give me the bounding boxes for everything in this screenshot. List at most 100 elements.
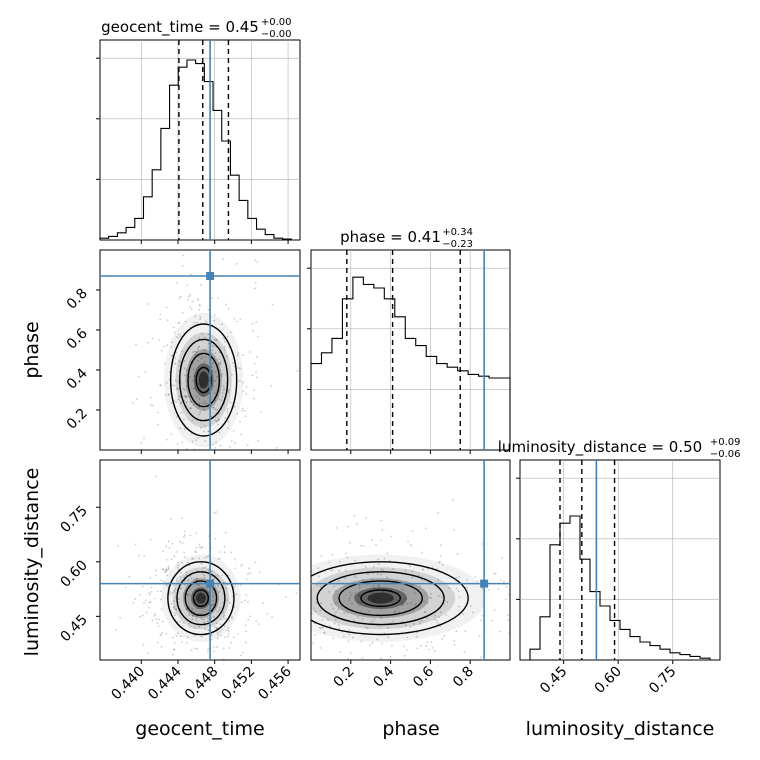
sample-point (431, 566, 434, 568)
sample-point (218, 362, 221, 365)
sample-point (233, 317, 236, 320)
sample-point (197, 355, 200, 358)
sample-point (215, 627, 218, 629)
sample-point (334, 618, 337, 621)
sample-point (402, 603, 404, 606)
sample-point (221, 323, 223, 326)
sample-point (173, 362, 176, 365)
sample-point (227, 633, 230, 635)
sample-point (218, 660, 220, 662)
sample-point (177, 381, 180, 383)
sample-point (195, 389, 198, 392)
sample-point (352, 688, 354, 690)
sample-point (184, 320, 187, 323)
sample-point (119, 616, 122, 619)
sample-point (405, 680, 407, 682)
sample-point (425, 645, 428, 648)
sample-point (175, 551, 178, 553)
sample-point (312, 642, 314, 644)
sample-point (216, 419, 219, 422)
sample-point (180, 561, 183, 564)
sample-point (441, 595, 444, 598)
sample-point (200, 546, 203, 549)
sample-point (433, 650, 436, 652)
sample-point (203, 430, 205, 433)
sample-point (458, 576, 460, 578)
sample-point (426, 601, 429, 604)
sample-point (251, 374, 254, 377)
sample-point (224, 531, 227, 534)
sample-point (224, 417, 227, 419)
sample-point (181, 542, 184, 545)
sample-point (194, 388, 196, 390)
sample-point (198, 612, 200, 615)
sample-point (167, 567, 170, 570)
sample-point (325, 674, 327, 676)
sample-point (176, 387, 179, 390)
sample-point (203, 621, 206, 624)
sample-point (203, 336, 206, 339)
sample-point (249, 572, 252, 575)
title-upper-error: +0.34 (442, 227, 473, 238)
sample-point (380, 568, 383, 571)
sample-point (335, 527, 338, 529)
sample-point (256, 355, 258, 358)
sample-point (212, 345, 215, 348)
sample-point (179, 620, 182, 623)
sample-point (193, 448, 196, 450)
sample-point (219, 362, 222, 365)
sample-point (420, 579, 423, 581)
sample-point (353, 595, 356, 598)
sample-point (360, 544, 363, 547)
sample-point (373, 618, 375, 621)
sample-point (137, 375, 140, 378)
sample-point (191, 558, 193, 560)
sample-point (199, 448, 202, 450)
sample-point (317, 567, 320, 570)
sample-point (203, 408, 206, 411)
sample-point (508, 631, 510, 634)
sample-point (220, 662, 222, 664)
sample-point (440, 611, 442, 614)
sample-point (160, 590, 163, 593)
sample-point (161, 631, 163, 634)
sample-point (214, 339, 217, 342)
sample-point (311, 612, 313, 615)
sample-point (391, 644, 393, 647)
sample-point (170, 602, 173, 605)
sample-point (139, 615, 142, 618)
sample-point (367, 573, 370, 575)
sample-point (227, 427, 230, 430)
sample-point (222, 658, 225, 660)
sample-point (230, 373, 233, 376)
sample-point (507, 614, 510, 617)
sample-point (170, 354, 173, 357)
sample-point (259, 411, 262, 414)
sample-point (410, 602, 412, 605)
density-level (367, 592, 394, 604)
sample-point (166, 574, 168, 577)
sample-point (207, 343, 210, 345)
sample-point (171, 592, 174, 594)
sample-point (165, 632, 168, 635)
sample-point (320, 555, 323, 558)
sample-point (326, 659, 328, 660)
sample-point (162, 580, 165, 583)
sample-point (223, 617, 225, 620)
sample-point (173, 555, 176, 558)
sample-point (173, 606, 175, 609)
sample-point (192, 368, 195, 371)
sample-point (296, 370, 299, 373)
sample-point (191, 440, 194, 443)
sample-point (441, 563, 444, 566)
sample-point (198, 303, 201, 306)
sample-point (361, 656, 364, 659)
sample-point (143, 437, 145, 440)
sample-point (161, 568, 164, 571)
sample-point (201, 402, 204, 405)
sample-point (308, 612, 310, 614)
sample-point (185, 571, 188, 574)
sample-point (262, 602, 264, 604)
sample-point (430, 596, 432, 599)
sample-point (415, 631, 418, 634)
